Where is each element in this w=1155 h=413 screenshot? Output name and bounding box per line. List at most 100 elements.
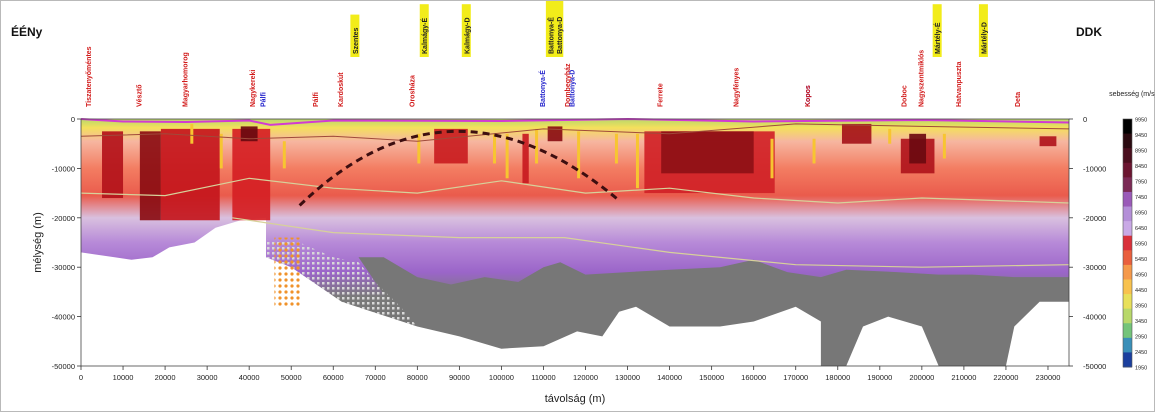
x-tick-label: 210000 [951, 373, 976, 382]
colorbar-swatch [1123, 279, 1132, 295]
x-tick-label: 230000 [1035, 373, 1060, 382]
place-label-highlight [932, 4, 942, 57]
colorbar-swatch [1123, 294, 1132, 310]
place-label-text: Vésztő [136, 84, 143, 107]
y-tick-label: -10000 [52, 164, 75, 173]
surface-line [80, 117, 1070, 126]
place-label: Kalmágy-D [461, 4, 471, 57]
marker-column [219, 133, 223, 169]
y-tick-label: -40000 [52, 313, 75, 322]
colorbar-swatch [1123, 323, 1132, 339]
place-label: Kopos [805, 85, 812, 107]
y-tick-label: -50000 [52, 362, 75, 371]
marker-column [577, 131, 581, 179]
y-tick-label-right: -50000 [1083, 362, 1106, 371]
marker-column [190, 123, 194, 144]
y-axis-label: mélység (m) [32, 212, 44, 273]
marker-column [942, 133, 946, 159]
place-label: Battonya-É [545, 1, 555, 57]
x-tick-label: 200000 [909, 373, 934, 382]
x-tick-label: 220000 [993, 373, 1018, 382]
x-tick-label: 110000 [531, 373, 555, 382]
place-label: Magyarhomorog [183, 52, 190, 107]
place-label-text: Nagyfényes [733, 68, 740, 107]
x-tick-label: 100000 [489, 373, 514, 382]
place-label: Battonya-É [538, 70, 547, 107]
x-tick-label: 10000 [113, 373, 134, 382]
place-label-text: Nagykereki [250, 70, 257, 107]
no-data-zone-right [1005, 301, 1069, 366]
colorbar-frame [1122, 118, 1133, 368]
place-label-text: Nagyszentmiklós [918, 50, 925, 107]
marker-column [888, 128, 892, 144]
place-label: Battonya-D [554, 1, 564, 57]
y-tick-label-right: -20000 [1083, 214, 1106, 223]
place-label: Tiszatenyőméntes [86, 46, 93, 107]
colorbar-label: 2450 [1135, 350, 1147, 356]
colorbar-swatch [1123, 352, 1132, 368]
place-label-text: Tiszatenyőméntes [86, 46, 93, 107]
place-label-text: Szentes [353, 27, 360, 54]
place-label-text: Kopos [805, 85, 812, 107]
place-label: Nagykereki [250, 70, 257, 107]
high-velocity-body [522, 133, 529, 184]
contour-line [232, 217, 1070, 268]
place-label-text: Pálfi [260, 92, 267, 107]
place-label: Doboc [902, 85, 909, 107]
colorbar-swatch [1123, 162, 1132, 178]
no-data-zone-mid [846, 316, 939, 366]
high-velocity-body [102, 131, 124, 199]
contour-line [80, 177, 1070, 204]
x-tick-label: 180000 [825, 373, 850, 382]
x-tick-label: 140000 [657, 373, 682, 382]
place-label: Nagyfényes [733, 68, 740, 107]
place-label: Mártély-É [932, 4, 942, 57]
y-tick-label-right: 0 [1083, 115, 1087, 124]
colorbar-swatch [1123, 264, 1132, 280]
place-label: Mártély-D [978, 4, 988, 57]
place-label-highlight [461, 4, 471, 57]
place-label-text: Orosháza [410, 75, 417, 107]
plot-frame [80, 118, 1070, 367]
place-label: Ferrete [658, 83, 665, 107]
colorbar-label: 5950 [1135, 242, 1147, 248]
x-tick-label: 160000 [741, 373, 766, 382]
colorbar-label: 6450 [1135, 226, 1147, 232]
colorbar-swatch [1123, 177, 1132, 193]
high-velocity-body [232, 128, 271, 221]
contour-line [80, 123, 1070, 142]
high-velocity-body [434, 128, 468, 164]
place-label-text: Doboc [902, 85, 909, 107]
colorbar-label: 7450 [1135, 195, 1147, 201]
colorbar-label: 3450 [1135, 319, 1147, 325]
marker-column [635, 133, 639, 189]
dotted-zone [274, 237, 300, 307]
place-label-highlight [978, 4, 988, 57]
place-label: Pálfi [260, 92, 267, 107]
high-velocity-body [841, 123, 872, 144]
place-label-highlight [554, 1, 564, 57]
place-label-text: Magyarhomorog [183, 52, 190, 107]
marker-column [493, 133, 497, 164]
marker-column [812, 138, 816, 164]
place-label: Szentes [350, 14, 360, 57]
marker-column [505, 133, 509, 179]
high-velocity-body [1039, 136, 1057, 147]
place-label-text: Battonya-É [546, 17, 555, 54]
place-label: Orosháza [410, 75, 417, 107]
marker-column [614, 133, 618, 164]
place-label: Nagyszentmiklós [918, 50, 925, 107]
place-label-text: Kardoskút [338, 72, 345, 107]
place-label-highlight [419, 4, 429, 57]
x-tick-label: 50000 [281, 373, 302, 382]
x-tick-label: 0 [79, 373, 83, 382]
x-tick-label: 20000 [155, 373, 176, 382]
colorbar-swatch [1123, 119, 1132, 135]
right-end-label: DDK [1076, 25, 1102, 39]
x-tick-label: 70000 [365, 373, 386, 382]
colorbar-swatch [1123, 221, 1132, 237]
place-label: Hatvanpuszta [956, 61, 963, 107]
y-tick-label: 0 [71, 115, 75, 124]
place-label-text: Pálfi [313, 92, 320, 107]
